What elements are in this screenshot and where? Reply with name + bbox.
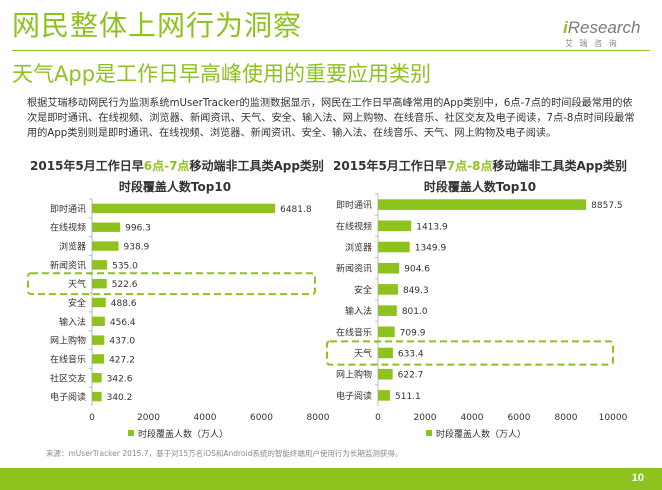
chart-2-x-tick-label: 0 — [375, 413, 381, 423]
chart-2-bar — [378, 262, 400, 274]
chart-2-bar — [378, 220, 412, 232]
footer-bar: 10 — [0, 468, 662, 490]
chart-1-x-tick-label: 2000 — [137, 413, 160, 423]
chart-2-category-label: 电子阅读 — [336, 390, 372, 402]
chart-2-x-tick-label: 2000 — [414, 413, 437, 423]
chart-2-bar — [378, 284, 398, 295]
chart-2-value-label: 633.4 — [398, 350, 424, 360]
chart-2-value-label: 1413.9 — [416, 222, 448, 232]
chart-2-category-label: 安全 — [354, 284, 372, 296]
chart-2-bar — [378, 241, 410, 253]
chart-2-bar — [378, 390, 391, 401]
chart-1-highlight-box — [27, 272, 316, 296]
chart-2-highlight-box — [326, 340, 614, 366]
chart-1-value-label: 488.6 — [111, 299, 137, 309]
chart-2-bar — [378, 347, 393, 359]
chart-2-category-label: 新闻资讯 — [336, 263, 372, 275]
page-number: 10 — [631, 472, 644, 484]
chart-1-bar — [92, 297, 106, 308]
chart-2-value-label: 622.7 — [398, 371, 424, 381]
chart-1-bar — [92, 335, 105, 345]
chart-2-bar — [378, 305, 397, 316]
chart-1-bar — [92, 222, 121, 232]
chart-1-category-label: 即时通讯 — [50, 203, 86, 215]
chart-2-value-label: 801.0 — [402, 307, 428, 317]
chart-2-category-label: 浏览器 — [345, 242, 372, 254]
chart-1-category-label: 新闻资讯 — [50, 259, 86, 271]
chart-1-category-label: 在线音乐 — [50, 353, 86, 365]
chart-2-category-label: 网上购物 — [336, 369, 372, 381]
chart-2-value-label: 709.9 — [400, 328, 426, 338]
chart-2-value-label: 1349.9 — [415, 244, 447, 254]
chart-2-x-tick-label: 10000 — [599, 413, 628, 423]
chart-2-value-label: 511.1 — [395, 392, 421, 402]
chart-1-value-label: 456.4 — [110, 318, 136, 328]
chart-1-value-label: 342.6 — [107, 374, 133, 384]
chart-1-category-label: 电子阅读 — [50, 391, 86, 403]
chart-1-bar — [92, 260, 108, 270]
chart-1-category-label: 输入法 — [59, 316, 86, 328]
chart-1-category-label: 社区交友 — [50, 372, 86, 384]
chart-1-value-label: 427.2 — [109, 355, 135, 365]
iresearch-logo: iResearch 艾 瑞 咨 询 — [563, 18, 641, 48]
chart-1-x-tick-label: 8000 — [307, 413, 330, 423]
chart-1-title: 2015年5月工作日早6点-7点移动端非工具类App类别 时段覆盖人数Top10 — [30, 159, 324, 194]
chart-2-category-label: 即时通讯 — [336, 199, 372, 211]
chart-2-title: 2015年5月工作日早7点-8点移动端非工具类App类别 时段覆盖人数Top10 — [333, 159, 627, 194]
chart-1-bar — [92, 354, 105, 364]
chart-1-category-label: 网上购物 — [50, 335, 86, 347]
chart-1-bar — [92, 373, 102, 383]
chart-1-value-label: 996.3 — [125, 224, 151, 234]
chart-2-category-label: 输入法 — [345, 305, 372, 317]
source-note: 来源：mUserTracker 2015.7，基于对15万名iOS和Androi… — [46, 449, 403, 458]
chart-1-x-tick-label: 4000 — [194, 413, 217, 423]
title-divider — [12, 50, 650, 51]
chart-1-bar — [92, 278, 107, 289]
chart-2-category-label: 天气 — [354, 348, 372, 360]
chart-1-bar — [92, 203, 276, 214]
chart-1-legend-swatch — [128, 430, 134, 436]
chart-2-bar — [378, 368, 393, 380]
chart-1-bar — [92, 241, 119, 251]
chart-2-category-label: 在线视频 — [336, 220, 372, 232]
chart-1-legend-label: 时段覆盖人数（万人） — [138, 428, 228, 440]
chart-1-value-label: 522.6 — [112, 280, 138, 290]
chart-2-bar — [378, 199, 587, 210]
chart-1-x-tick-label: 0 — [89, 413, 95, 423]
chart-1-category-label: 天气 — [68, 278, 86, 290]
chart-2-x-tick-label: 6000 — [508, 413, 531, 423]
chart-1-value-label: 6481.8 — [280, 205, 312, 215]
chart-1-value-label: 340.2 — [107, 393, 133, 403]
chart-2-legend-swatch — [426, 430, 432, 436]
chart-2-value-label: 8857.5 — [591, 201, 623, 211]
chart-1-category-label: 在线视频 — [50, 222, 86, 234]
page-title: 网民整体上网行为洞察 — [12, 9, 303, 42]
chart-2-value-label: 849.3 — [403, 286, 429, 296]
chart-1-x-tick-label: 6000 — [250, 413, 273, 423]
chart-1-value-label: 535.0 — [112, 261, 138, 271]
chart-2-category-label: 在线音乐 — [336, 326, 372, 338]
chart-2-legend-label: 时段覆盖人数（万人） — [436, 428, 526, 440]
chart-1-bar — [92, 316, 105, 327]
chart-2-x-tick-label: 4000 — [461, 413, 484, 423]
chart-1-value-label: 938.9 — [124, 243, 150, 253]
summary-paragraph: 根据艾瑞移动网民行为监测系统mUserTracker的监测数据显示，网民在工作日… — [27, 98, 635, 139]
chart-1-bar — [92, 391, 102, 402]
chart-1-category-label: 安全 — [68, 297, 86, 309]
chart-2-bar — [378, 326, 395, 338]
chart-2-value-label: 904.6 — [404, 265, 430, 275]
page-subtitle: 天气App是工作日早高峰使用的重要应用类别 — [12, 62, 432, 86]
chart-2-x-tick-label: 8000 — [555, 413, 578, 423]
chart-1-value-label: 437.0 — [109, 337, 135, 347]
chart-1-category-label: 浏览器 — [59, 241, 86, 253]
